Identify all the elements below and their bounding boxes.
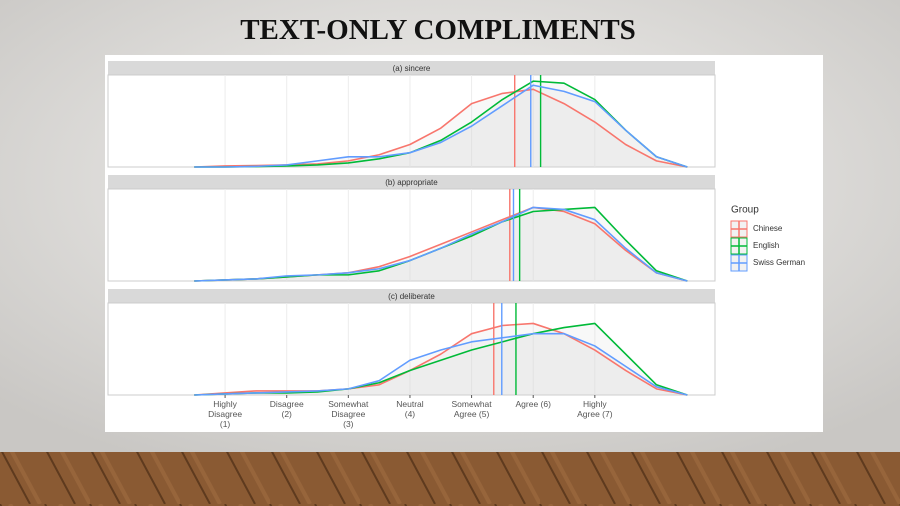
x-tick-label: Neutral (4) [396, 399, 424, 419]
panel [107, 302, 716, 396]
density-line [194, 332, 688, 396]
strip [108, 289, 715, 303]
x-tick-label: Highly Agree (7) [577, 399, 613, 419]
density-area [194, 323, 688, 395]
panel-title: (a) sincere [393, 64, 431, 73]
panel-title: (b) appropriate [385, 178, 438, 187]
x-tick-label: Somewhat Agree (5) [451, 399, 492, 419]
legend-label: Chinese [753, 224, 783, 233]
density-line [194, 322, 688, 396]
x-tick-label: Highly Disagree (1) [208, 399, 243, 429]
panel-title: (c) deliberate [388, 292, 435, 301]
strip [108, 61, 715, 75]
x-tick-label: Agree (6) [515, 399, 551, 409]
x-tick-label: Somewhat Disagree (3) [328, 399, 369, 429]
density-area [194, 81, 688, 167]
floor [0, 452, 900, 506]
legend-label: Swiss German [753, 258, 805, 267]
legend-label: English [753, 241, 779, 250]
density-area [194, 85, 688, 167]
density-line [194, 84, 688, 168]
x-tick-label: Disagree (2) [269, 399, 304, 419]
density-area [194, 207, 688, 281]
plot: (a) sincere (b) appropriate (c) deliberate… [107, 61, 805, 398]
slide-title: TEXT-ONLY COMPLIMENTS [240, 14, 636, 46]
density-area [194, 333, 688, 395]
legend-title: Group [731, 205, 759, 216]
density-area [194, 323, 688, 395]
density-line [194, 206, 688, 282]
density-area [194, 207, 688, 281]
strip [108, 175, 715, 189]
panel [107, 188, 716, 282]
